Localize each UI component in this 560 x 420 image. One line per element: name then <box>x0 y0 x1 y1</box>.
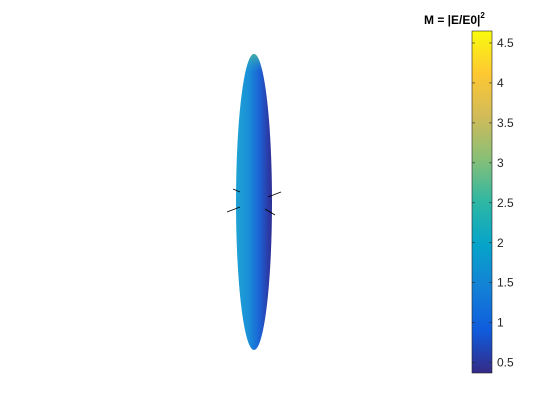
surface-tip-highlight <box>236 54 272 350</box>
colorbar-ticks: 0.5 1 1.5 2 2.5 3 3.5 4 4.5 <box>472 36 514 370</box>
surface-axis-line-right-upper <box>267 191 282 198</box>
colorbar-tick-label: 2.5 <box>497 196 514 210</box>
surface-axis-line-right-lower <box>264 208 276 216</box>
colorbar-title-text: M = |E/E0| <box>424 13 480 27</box>
surface-axis-line-left-upper <box>232 188 241 193</box>
colorbar-tick-label: 3 <box>497 156 504 170</box>
colorbar-tick-label: 1 <box>497 316 504 330</box>
colorbar-tick-label: 4 <box>497 76 504 90</box>
colorbar-tick-label: 4.5 <box>497 36 514 50</box>
colorbar: 0.511.522.533.544.5 M = |E/E0|2 <box>424 11 514 374</box>
surface-plot <box>226 54 282 350</box>
colorbar-title-superscript: 2 <box>480 11 485 20</box>
colorbar-tick-label: 3.5 <box>497 116 514 130</box>
colorbar-tick-label: 2 <box>497 236 504 250</box>
colorbar-bar <box>471 30 493 374</box>
colorbar-tick-label: 1.5 <box>497 276 514 290</box>
surface-axis-line-left-lower <box>226 206 241 213</box>
colorbar-tick-label: 0.5 <box>497 356 514 370</box>
colorbar-title: M = |E/E0|2 <box>424 11 485 27</box>
